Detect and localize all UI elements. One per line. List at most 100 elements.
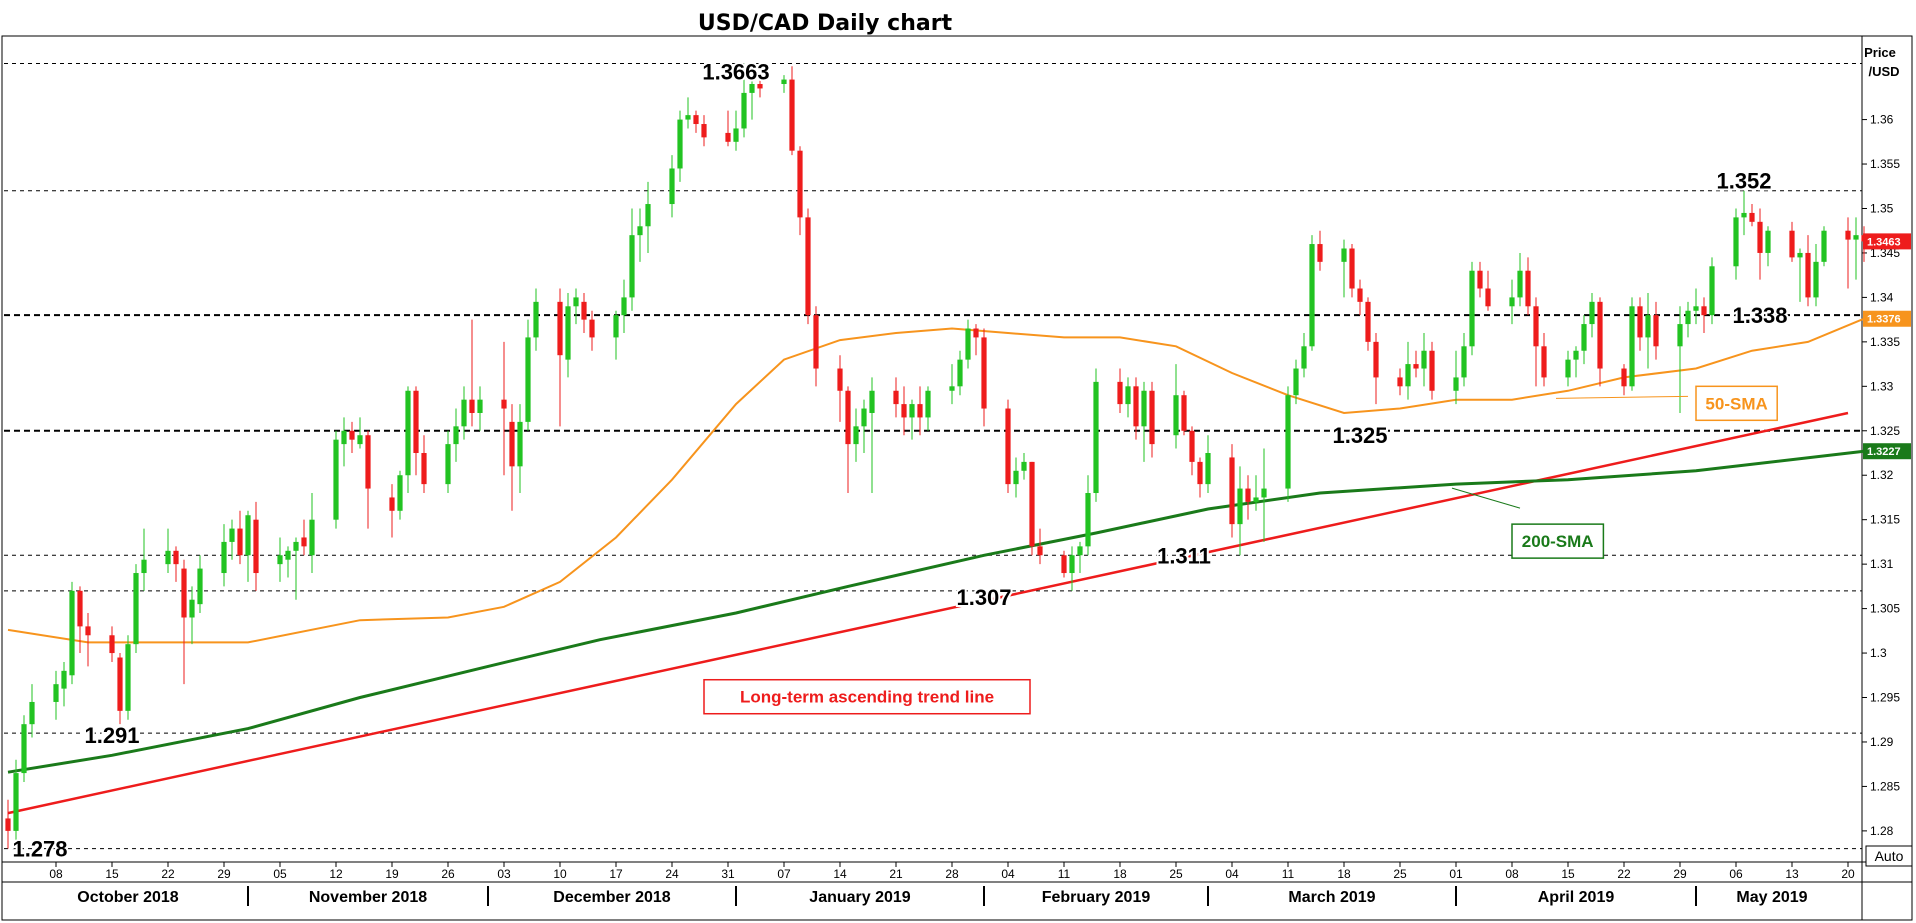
- candle-body-down: [1133, 386, 1139, 427]
- candle-body-up: [1013, 470, 1019, 485]
- y-tick-label: 1.32: [1870, 468, 1894, 482]
- candle-body-up: [1085, 493, 1091, 547]
- x-tick-label: 22: [1617, 867, 1631, 881]
- trend-line: [7, 411, 1849, 815]
- x-month-label: May 2019: [1736, 889, 1807, 906]
- candle-body-down: [837, 368, 843, 391]
- annotation-leader: [1555, 395, 1689, 399]
- x-tick-label: 03: [497, 867, 511, 881]
- x-tick-label: 19: [385, 867, 399, 881]
- candle-body-up: [1509, 297, 1515, 307]
- candle-body-up: [869, 390, 875, 413]
- candle-body-up: [453, 426, 459, 445]
- candle-body-up: [1581, 324, 1587, 351]
- candle-body-down: [1245, 488, 1251, 502]
- x-tick-label: 15: [105, 867, 119, 881]
- candle-body-up: [1021, 461, 1027, 471]
- y-tick-label: 1.28: [1870, 824, 1894, 838]
- y-tick-label: 1.355: [1870, 157, 1900, 171]
- candle-body-down: [1181, 395, 1187, 431]
- candle-body-down: [797, 150, 803, 218]
- candle-body-up: [1205, 453, 1211, 485]
- candle-body-down: [1805, 252, 1811, 298]
- x-tick-label: 04: [1001, 867, 1015, 881]
- candle-body-up: [1645, 315, 1651, 338]
- candle-body-down: [421, 453, 427, 485]
- candle-body-up: [125, 644, 131, 711]
- candle-body-down: [501, 399, 507, 409]
- x-tick-label: 11: [1282, 867, 1295, 881]
- candle-body-up: [61, 670, 67, 689]
- candle-body-down: [1845, 230, 1851, 240]
- candle-body-up: [525, 337, 531, 422]
- candle-body-up: [1453, 377, 1459, 391]
- candle-body-up: [669, 168, 675, 205]
- candle-body-down: [789, 79, 795, 151]
- candle-body-up: [677, 119, 683, 169]
- candle-body-up: [1293, 368, 1299, 396]
- x-tick-label: 01: [1449, 867, 1463, 881]
- candle-body-down: [1197, 461, 1203, 485]
- annotation-leader: [1451, 487, 1521, 509]
- price-badge: [1863, 233, 1911, 250]
- x-tick-label: 22: [161, 867, 175, 881]
- y-tick-label: 1.285: [1870, 779, 1900, 793]
- level-label: 1.325: [1332, 423, 1387, 448]
- candle-body-down: [1597, 301, 1603, 369]
- annotation-label: 200-SMA: [1522, 532, 1594, 551]
- annotation-box: [1511, 523, 1605, 559]
- candle-body-down: [509, 421, 515, 467]
- x-tick-label: 18: [1337, 867, 1351, 881]
- level-label: 1.307: [956, 585, 1011, 610]
- level-label: 1.311: [1157, 543, 1211, 568]
- candle-body-down: [1037, 546, 1043, 556]
- candle-body-up: [1237, 488, 1243, 525]
- candle-body-up: [909, 404, 915, 418]
- x-month-label: October 2018: [77, 889, 178, 906]
- price-badge-label: 1.3227: [1867, 446, 1901, 458]
- y-tick-label: 1.36: [1870, 113, 1894, 127]
- candle-body-up: [1813, 261, 1819, 298]
- auto-scale-button-label[interactable]: Auto: [1875, 848, 1904, 864]
- candle-body-down: [365, 435, 371, 489]
- candle-body-up: [285, 550, 291, 560]
- candle-body-up: [533, 301, 539, 338]
- x-tick-label: 21: [889, 867, 903, 881]
- candle-body-up: [573, 297, 579, 307]
- auto-scale-button[interactable]: [1865, 845, 1913, 867]
- candle-body-up: [1709, 266, 1715, 316]
- candle-body-up: [357, 435, 363, 445]
- candle-body-down: [805, 217, 811, 316]
- sma50-line: [7, 317, 1865, 644]
- candle-body-down: [581, 301, 587, 320]
- candle-body-down: [469, 399, 475, 413]
- x-tick-label: 07: [777, 867, 791, 881]
- candle-body-up: [1285, 395, 1291, 489]
- candle-body-down: [1749, 212, 1755, 222]
- x-tick-label: 11: [1058, 867, 1071, 881]
- level-label: 1.291: [84, 723, 139, 748]
- candle-body-down: [1189, 430, 1195, 462]
- candle-body-up: [1253, 497, 1259, 502]
- x-tick-label: 08: [1505, 867, 1519, 881]
- x-month-label: January 2019: [809, 889, 911, 906]
- candle-body-down: [237, 528, 243, 556]
- candle-body-up: [1405, 364, 1411, 387]
- candle-body-up: [1469, 270, 1475, 347]
- candle-body-up: [1125, 386, 1131, 405]
- candle-body-up: [197, 568, 203, 605]
- x-tick-label: 28: [945, 867, 959, 881]
- candle-body-down: [893, 390, 899, 405]
- candle-body-up: [1341, 248, 1347, 262]
- x-tick-label: 17: [609, 867, 623, 881]
- candle-body-down: [1373, 341, 1379, 378]
- candle-body-up: [637, 226, 643, 236]
- candle-body-up: [1573, 350, 1579, 360]
- x-tick-label: 25: [1169, 867, 1183, 881]
- candle-body-down: [1653, 315, 1659, 347]
- candle-body-up: [1741, 212, 1747, 218]
- candle-body-up: [1261, 488, 1267, 498]
- candle-body-down: [389, 497, 395, 511]
- y-tick-label: 1.295: [1870, 691, 1900, 705]
